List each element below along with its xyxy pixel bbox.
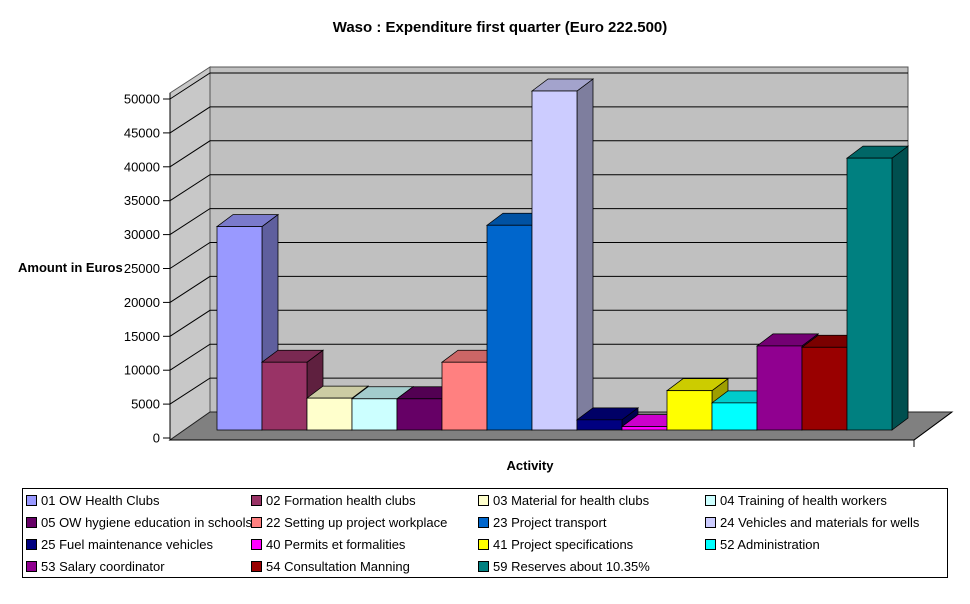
bar-front-face: [441, 361, 488, 431]
legend-label: 02 Formation health clubs: [266, 492, 416, 508]
bar-front-face: [621, 426, 668, 431]
bar-front-face: [531, 90, 578, 431]
y-tick-label-35000: 35000: [124, 193, 160, 208]
legend-item-23: 23 Project transport: [478, 515, 705, 530]
legend-label: 24 Vehicles and materials for wells: [720, 514, 920, 530]
legend-label: 04 Training of health workers: [720, 492, 887, 508]
y-tick-label-10000: 10000: [124, 363, 160, 378]
legend-swatch: [26, 516, 37, 528]
legend-swatch: [26, 494, 37, 506]
gridline-15000: [169, 309, 908, 337]
legend-item-53: 53 Salary coordinator: [26, 559, 251, 574]
y-tick-label-30000: 30000: [124, 227, 160, 242]
bar-front-face: [261, 361, 308, 431]
gridline-10000: [169, 343, 908, 371]
legend-swatch: [26, 560, 37, 572]
gridline-35000: [169, 174, 908, 202]
legend-item-04: 04 Training of health workers: [705, 493, 947, 508]
bar-front-face: [801, 346, 848, 431]
category-axis-right-edge: [913, 411, 953, 441]
legend-swatch: [251, 538, 262, 550]
y-tick-label-5000: 5000: [131, 397, 160, 412]
y-tick-label-45000: 45000: [124, 125, 160, 140]
x-axis-title: Activity: [506, 458, 554, 473]
bar-front-face: [306, 397, 353, 431]
legend-label: 01 OW Health Clubs: [41, 492, 160, 508]
plot-area: 0 5000 10000 15000 20000 25000 30000 35000 40000…: [124, 66, 954, 447]
bar-59: [845, 145, 910, 431]
legend-label: 05 OW hygiene education in schools: [41, 514, 251, 530]
legend-label: 53 Salary coordinator: [41, 558, 165, 574]
bar-front-face: [756, 345, 803, 431]
legend-swatch: [26, 538, 37, 550]
chart-title: Waso : Expenditure first quarter (Euro 2…: [332, 19, 668, 36]
legend-item-01: 01 OW Health Clubs: [26, 493, 251, 508]
legend-item-54: 54 Consultation Manning: [251, 559, 478, 574]
bar-front-face: [711, 402, 758, 431]
bar-front-face: [486, 224, 533, 431]
gridline-50000: [169, 72, 908, 100]
legend-label: 40 Permits et formalities: [266, 536, 406, 552]
legend-item-22: 22 Setting up project workplace: [251, 515, 478, 530]
gridline-5000: [169, 377, 908, 405]
y-tick-label-0: 0: [153, 431, 160, 446]
legend-item-25: 25 Fuel maintenance vehicles: [26, 537, 251, 552]
legend-label: 52 Administration: [720, 536, 820, 552]
gridline-20000: [169, 275, 908, 303]
bar-front-face: [666, 390, 713, 431]
legend-item-52: 52 Administration: [705, 537, 947, 552]
legend-item-40: 40 Permits et formalities: [251, 537, 478, 552]
bar-front-face: [576, 419, 623, 431]
legend-swatch: [251, 560, 262, 572]
legend-label: 23 Project transport: [493, 514, 607, 530]
legend-swatch: [705, 494, 716, 506]
gridline-40000: [169, 140, 908, 168]
y-axis-title: Amount in Euros: [18, 260, 123, 275]
legend-swatch: [478, 560, 489, 572]
legend-item-03: 03 Material for health clubs: [478, 493, 705, 508]
bar-front-face: [351, 398, 398, 431]
y-tick-label-40000: 40000: [124, 159, 160, 174]
y-tick-label-20000: 20000: [124, 295, 160, 310]
legend-swatch: [478, 538, 489, 550]
legend-item-59: 59 Reserves about 10.35%: [478, 559, 705, 574]
gridline-25000: [169, 242, 908, 269]
legend: 01 OW Health Clubs 02 Formation health cl…: [22, 488, 948, 578]
y-tick-label-50000: 50000: [124, 92, 160, 107]
legend-label: 41 Project specifications: [493, 536, 634, 552]
legend-label: 25 Fuel maintenance vehicles: [41, 536, 213, 552]
legend-swatch: [251, 516, 262, 528]
legend-item-41: 41 Project specifications: [478, 537, 705, 552]
legend-item-02: 02 Formation health clubs: [251, 493, 478, 508]
legend-swatch: [251, 494, 262, 506]
gridline-45000: [169, 106, 908, 134]
y-tick-label-25000: 25000: [124, 261, 160, 276]
legend-item-24: 24 Vehicles and materials for wells: [705, 515, 947, 530]
legend-label: 22 Setting up project workplace: [266, 514, 448, 530]
legend-label: 59 Reserves about 10.35%: [493, 558, 650, 574]
bar-front-face: [846, 157, 893, 431]
legend-label: 54 Consultation Manning: [266, 558, 410, 574]
legend-swatch: [478, 516, 489, 528]
y-tick-label-15000: 15000: [124, 329, 160, 344]
bar-front-face: [216, 226, 263, 431]
bar-24: [530, 78, 595, 431]
side-wall: [169, 66, 211, 441]
bar-front-face: [396, 398, 443, 431]
gridline-30000: [169, 208, 908, 236]
bar-side-face: [576, 78, 594, 431]
legend-swatch: [705, 538, 716, 550]
legend-label: 03 Material for health clubs: [493, 492, 650, 508]
legend-item-05: 05 OW hygiene education in schools: [26, 515, 251, 530]
legend-swatch: [478, 494, 489, 506]
legend-swatch: [705, 516, 716, 528]
bar-side-face: [891, 145, 909, 431]
